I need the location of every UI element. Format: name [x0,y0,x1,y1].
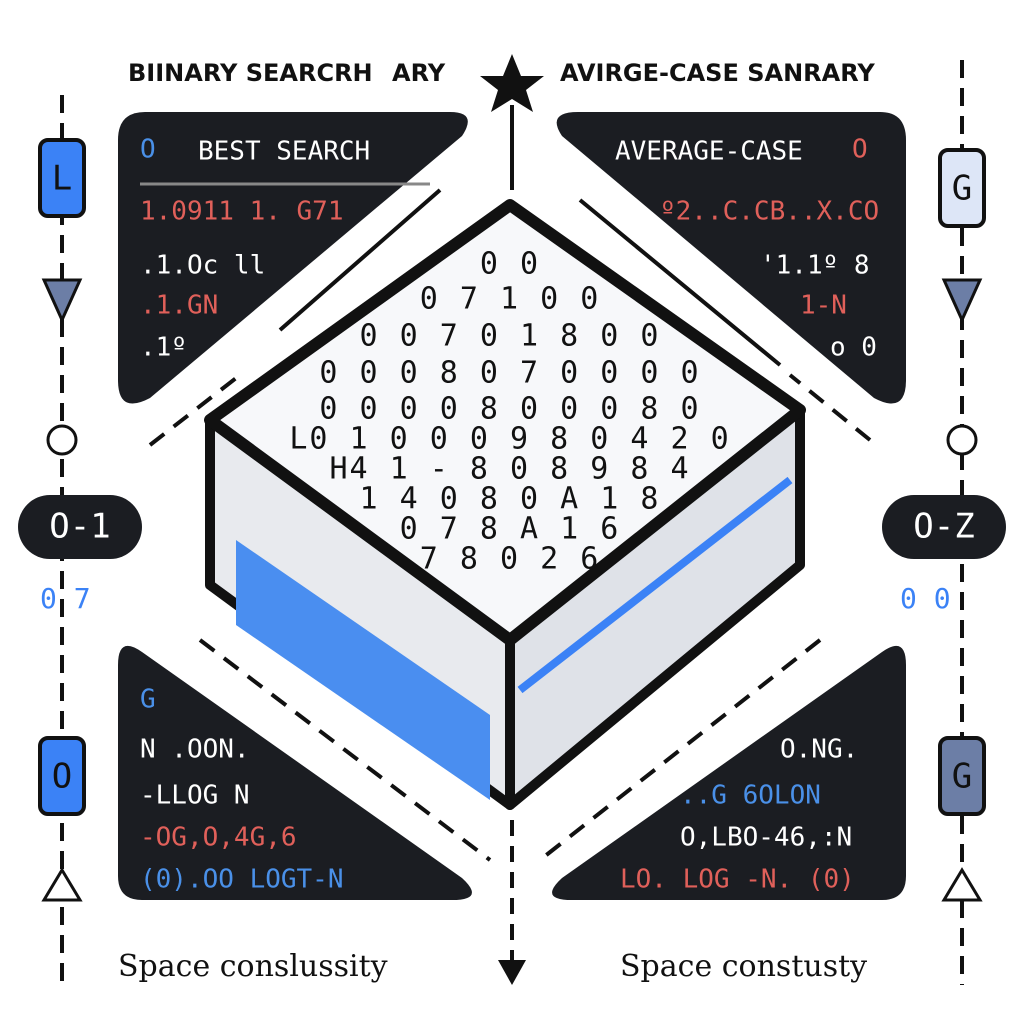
box-band [236,540,490,800]
panel-line: .1º [140,333,187,363]
side-badge [38,138,86,218]
panel-line: -OG,O,4G,6 [140,823,297,853]
arrow-head [41,867,983,902]
pill [18,495,142,559]
badge: O [140,135,156,165]
panel-line: (0).OO LOGT-N [140,865,344,895]
grid-row: H4 1 - 8 0 8 9 8 4 [329,452,690,487]
footer-right: Space constusty [620,949,867,984]
left-title: BIINARY SEARCRH [128,59,373,87]
box-top-face [204,199,806,646]
arrow-head [41,278,983,324]
panel-title: BEST SEARCH [198,137,370,167]
box-stripe [517,476,793,694]
side-label: O [52,757,72,797]
panel-line: N .OON. [140,735,250,765]
panel [118,645,472,900]
grid-row: 0 0 [480,247,540,282]
panel-line: .1.GN [140,291,218,321]
grid-row: 0 7 1 0 0 [420,282,601,317]
arrow-head [498,960,526,985]
side-label: G [952,757,972,797]
node [46,424,78,456]
side-label: L [52,159,72,199]
panel [552,645,906,900]
side-digits: 0 0 [900,582,951,615]
panel-line: '1.1º 8 [760,251,870,281]
pill-label: O-1 [49,507,110,547]
side-badge [938,148,986,228]
grid-row: 0 0 0 0 8 0 0 0 8 0 [319,392,700,427]
panel-line: O,LBO-46,:N [680,823,852,853]
side-digits: 0 7 [40,582,91,615]
panel-line: .1.Oc ll [140,251,265,281]
footer-left: Space conslussity [118,949,388,984]
panel-line: º2..C.CB..X.CO [660,197,879,227]
badge: G [140,685,156,715]
pill [882,495,1006,559]
grid-row: 0 0 0 8 0 7 0 0 0 0 [319,356,700,391]
pill-label: O-Z [913,507,974,547]
panel [556,112,906,404]
right-title: AVIRGE-CASE SANRARY [560,59,875,87]
node [946,424,978,456]
side-badge [38,736,86,816]
grid-row: L0 1 0 0 0 9 8 0 4 2 0 [289,422,730,457]
left-title-suffix: ARY [392,59,446,87]
grid-row: 0 0 7 0 1 8 0 0 [360,319,661,354]
panel-title: AVERAGE-CASE [615,137,803,167]
panel-line: 1-N [800,291,847,321]
badge: O [852,135,868,165]
panel-line: 1.0911 1. G71 [140,197,344,227]
side-badge [938,736,986,816]
panel-line: o 0 [830,333,877,363]
grid-row: 7 8 0 2 6 [420,542,601,577]
panel-line: LO. LOG -N. (0) [620,865,855,895]
panel-line: -LLOG N [140,781,250,811]
grid-row: 1 4 0 8 0 A 1 8 [360,482,661,517]
panel-line: ..G 6OLON [680,781,821,811]
panel-line: O.NG. [780,735,858,765]
side-label: G [952,169,972,209]
grid-row: 0 7 8 A 1 6 [400,512,621,547]
star [480,54,544,112]
